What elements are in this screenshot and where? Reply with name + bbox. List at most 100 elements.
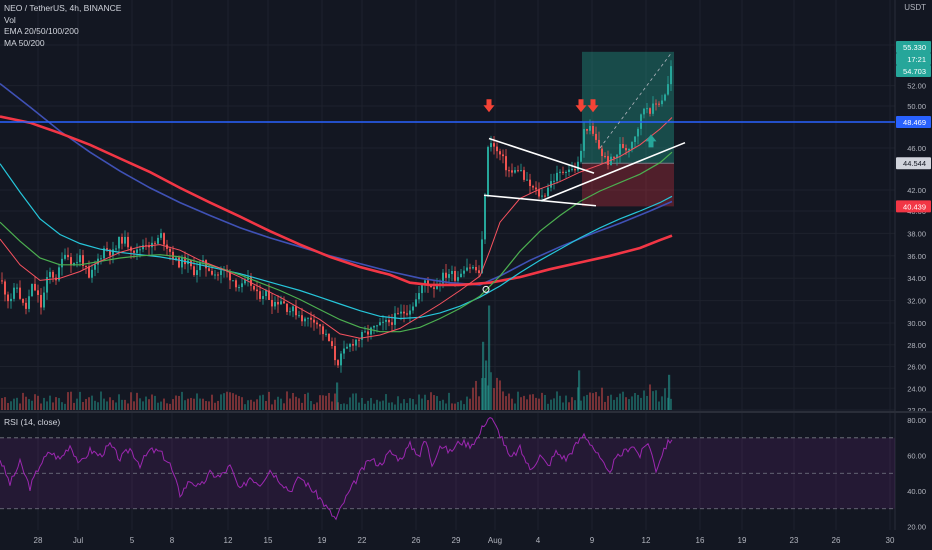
volume-bar <box>292 392 294 410</box>
candle-body <box>481 239 483 274</box>
volume-bar <box>76 398 78 410</box>
x-tick-label: 23 <box>790 536 799 545</box>
candle-body <box>592 125 594 134</box>
price-label-text: 17:21 <box>907 55 926 64</box>
candle-body <box>364 331 366 333</box>
candle-body <box>193 266 195 276</box>
candle-body <box>85 265 87 267</box>
candle-body <box>388 319 390 323</box>
volume-bar <box>214 402 216 410</box>
volume-bar <box>619 393 621 410</box>
volume-bar <box>304 394 306 410</box>
candle-body <box>262 296 264 299</box>
volume-bar <box>403 399 405 410</box>
candle-body <box>637 128 639 137</box>
candle-body <box>493 143 495 147</box>
volume-bar <box>568 402 570 410</box>
volume-bar <box>553 398 555 410</box>
price-tick-label: 50.00 <box>907 102 926 111</box>
candle-body <box>391 322 393 325</box>
volume-bar <box>505 396 507 410</box>
candle-body <box>169 248 171 252</box>
candle-body <box>436 284 438 289</box>
volume-bar <box>229 392 231 410</box>
x-tick-label: 30 <box>886 536 895 545</box>
x-tick-label: 22 <box>358 536 367 545</box>
stop-zone[interactable] <box>582 163 674 207</box>
volume-bar <box>184 400 186 410</box>
candle-body <box>382 321 384 323</box>
arrow-up-icon[interactable] <box>645 134 657 148</box>
candle-body <box>64 254 66 259</box>
volume-bar <box>34 394 36 410</box>
volume-bar <box>580 400 582 410</box>
candle-body <box>556 172 558 181</box>
ema100-line <box>0 163 673 320</box>
volume-bar <box>652 391 654 410</box>
price-label-countdown <box>896 53 931 65</box>
volume-bar <box>1 398 3 410</box>
candle-body <box>451 270 453 275</box>
candle-body <box>478 270 480 274</box>
candle-body <box>598 139 600 149</box>
volume-bar <box>364 403 366 410</box>
arrow-down-icon[interactable] <box>483 99 495 113</box>
candle-body <box>10 298 12 302</box>
volume-bar <box>493 388 495 410</box>
volume-bar <box>295 396 297 410</box>
volume-bar <box>622 391 624 410</box>
volume-bar <box>112 400 114 410</box>
candle-body <box>319 324 321 327</box>
candle-body <box>67 254 69 258</box>
candle-body <box>121 236 123 244</box>
candle-body <box>124 236 126 244</box>
volume-bar <box>454 403 456 410</box>
candle-body <box>472 267 474 269</box>
candle-body <box>664 94 666 101</box>
volume-bar <box>406 403 408 410</box>
x-tick-label: 5 <box>130 536 135 545</box>
arrow-down-icon[interactable] <box>575 99 587 113</box>
candle-body <box>304 318 306 322</box>
candle-body <box>283 301 285 304</box>
trendline[interactable] <box>488 137 595 174</box>
volume-bar <box>469 398 471 410</box>
volume-bar <box>37 395 39 410</box>
candle-body <box>127 236 129 248</box>
volume-bar <box>496 377 498 410</box>
candle-body <box>352 344 354 346</box>
trendline[interactable] <box>483 194 597 207</box>
volume-bar <box>349 397 351 410</box>
volume-bar <box>379 401 381 410</box>
volume-bar <box>124 399 126 410</box>
candle-body <box>445 272 447 278</box>
volume-bar <box>607 395 609 410</box>
volume-bar <box>604 401 606 410</box>
candle-body <box>658 103 660 105</box>
volume-bar <box>103 398 105 410</box>
volume-bar <box>625 397 627 410</box>
candle-body <box>16 287 18 289</box>
candle-body <box>280 301 282 305</box>
volume-bar <box>361 397 363 410</box>
x-tick-label: 4 <box>536 536 541 545</box>
volume-bar <box>160 401 162 410</box>
candle-body <box>139 249 141 251</box>
volume-bar <box>199 398 201 410</box>
volume-bar <box>283 403 285 410</box>
candle-body <box>589 125 591 131</box>
trendline[interactable] <box>541 141 686 202</box>
volume-bar <box>628 399 630 410</box>
rsi-legend[interactable]: RSI (14, close) <box>4 417 61 427</box>
volume-bar <box>52 402 54 410</box>
x-tick-label: 29 <box>452 536 461 545</box>
volume-bar <box>106 401 108 410</box>
candle-body <box>331 341 333 347</box>
volume-bar <box>70 391 72 410</box>
candle-body <box>34 283 36 291</box>
volume-bar <box>442 399 444 410</box>
volume-bar <box>253 401 255 410</box>
arrow-down-icon[interactable] <box>587 99 599 113</box>
volume-bar <box>340 404 342 410</box>
